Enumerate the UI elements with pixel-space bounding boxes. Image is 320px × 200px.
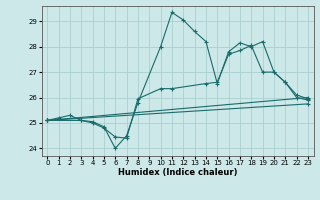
X-axis label: Humidex (Indice chaleur): Humidex (Indice chaleur) [118,168,237,177]
